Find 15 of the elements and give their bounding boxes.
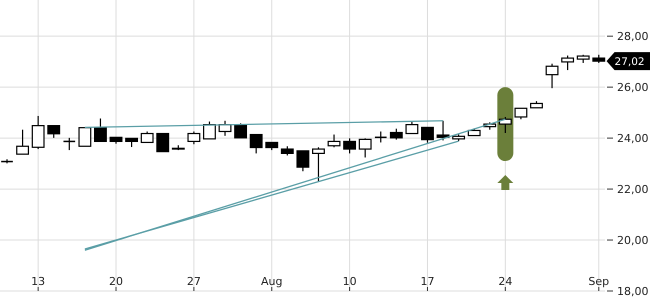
y-tick-label: 22,00 <box>617 182 648 196</box>
x-tick-label: Sep <box>588 275 610 288</box>
x-tick-label: 24 <box>498 275 512 288</box>
y-tick-label: 18,00 <box>617 284 648 298</box>
x-tick-label: 13 <box>31 275 46 288</box>
y-tick-label: 28,00 <box>617 30 648 44</box>
annotation: 27,02 <box>614 56 645 68</box>
y-tick-label: 26,00 <box>617 80 648 94</box>
y-tick-label: 20,00 <box>617 234 648 247</box>
x-tick-label: 20 <box>109 275 124 288</box>
x-tick-label: 27 <box>186 275 201 288</box>
x-tick-label: Aug <box>261 275 282 288</box>
x-tick-label: 10 <box>342 275 357 288</box>
x-tick-label: 17 <box>420 275 434 288</box>
y-tick-label: 24,00 <box>617 132 648 145</box>
